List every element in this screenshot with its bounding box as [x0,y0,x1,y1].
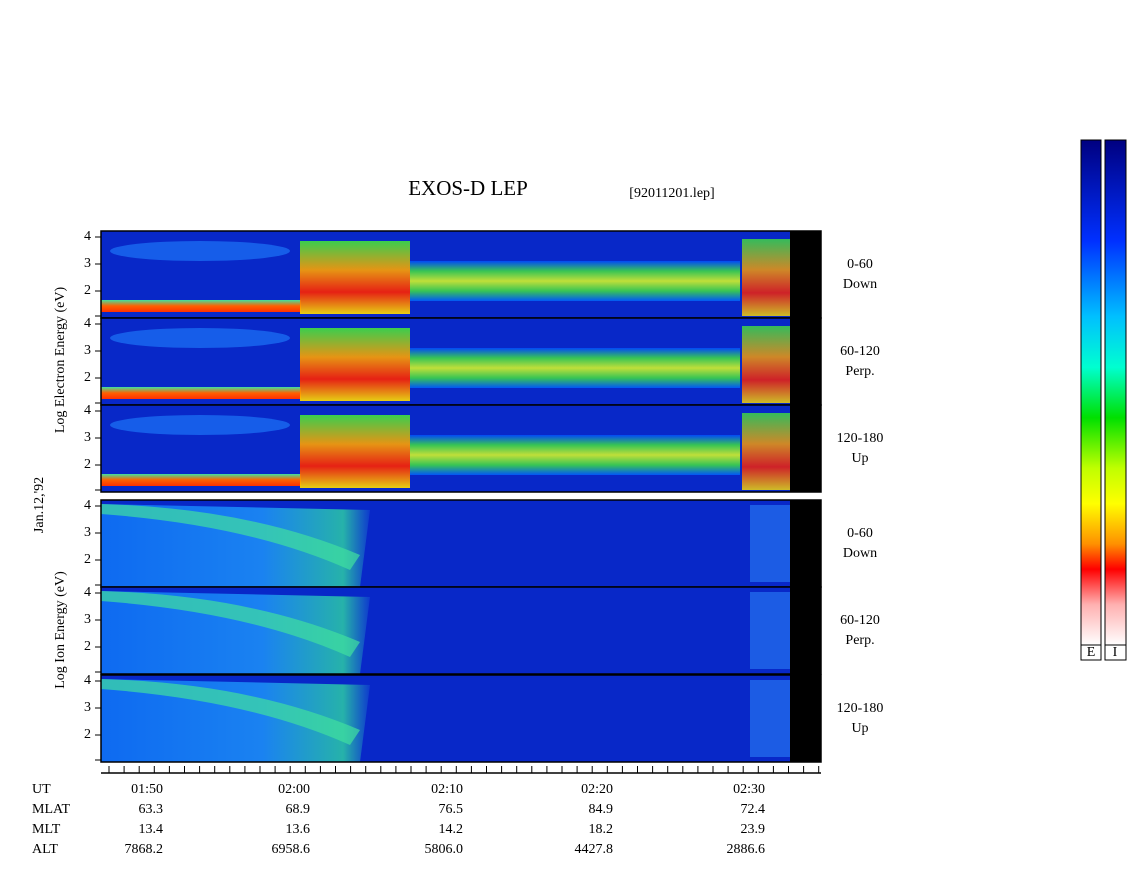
colorbar-label-box [1080,644,1102,661]
colorbar-label: E [1087,645,1096,660]
y-tick-label: 3 [84,343,91,358]
row-value: 02:10 [431,782,463,797]
row-value: 76.5 [439,802,464,817]
y-tick-label: 4 [84,316,91,331]
y-tick-label: 2 [84,457,91,472]
row-value: 02:30 [733,782,765,797]
row-label: MLT [32,822,61,837]
spectrogram-band [742,326,790,403]
y-tick-label: 3 [84,256,91,271]
direction-label: Down [843,277,877,292]
pitch-label: 0-60 [847,257,873,272]
spectrogram-band [101,679,360,745]
spectrogram-band [410,261,740,301]
data-gap [790,231,821,318]
row-value: 7868.2 [125,842,164,857]
y-tick-label: 2 [84,639,91,654]
pitch-label: 60-120 [840,344,880,359]
y-tick-label: 3 [84,700,91,715]
title: EXOS-D LEP [408,176,528,200]
pitch-label: 120-180 [837,431,884,446]
spectrogram-band [750,680,790,757]
colorbar-e [1080,139,1102,646]
direction-label: Perp. [845,633,874,648]
colorbar-label-box [1104,644,1127,661]
spectrogram-band [410,348,740,388]
spectrogram-band [750,505,790,582]
row-value: 13.4 [139,822,164,837]
row-value: 68.9 [286,802,311,817]
y-tick-label: 3 [84,525,91,540]
panel-frame [100,586,822,675]
y-tick-label: 2 [84,370,91,385]
data-gap [790,675,821,762]
panel-frame [100,674,822,763]
row-value: 6958.6 [272,842,311,857]
pitch-label: 60-120 [840,613,880,628]
colorbar-i [1104,139,1127,646]
y-tick-label: 2 [84,552,91,567]
spectrogram-band [101,591,360,657]
spectrogram-band [110,328,290,348]
data-gap [790,405,821,492]
y-tick-label: 2 [84,727,91,742]
spectrogram-band [101,504,360,570]
row-value: 01:50 [131,782,163,797]
row-value: 4427.8 [575,842,614,857]
y-tick-label: 4 [84,403,91,418]
row-value: 84.9 [589,802,614,817]
direction-label: Up [851,451,868,466]
file-name: [92011201.lep] [629,186,714,201]
colorbar-label: I [1113,645,1118,660]
spectrogram-band [101,591,370,674]
y-tick-label: 4 [84,498,91,513]
spectrogram-band [101,387,301,399]
electron-axis-label: Log Electron Energy (eV) [53,287,68,434]
y-tick-label: 4 [84,673,91,688]
direction-label: Down [843,546,877,561]
direction-label: Up [851,721,868,736]
row-value: 02:00 [278,782,310,797]
spectrogram-band [110,415,290,435]
data-gap [790,318,821,405]
y-tick-label: 4 [84,229,91,244]
spectrogram-band [742,239,790,316]
panel-frame [100,404,822,493]
row-value: 18.2 [589,822,614,837]
spectrogram-band [750,592,790,669]
y-tick-label: 4 [84,585,91,600]
pitch-label: 0-60 [847,526,873,541]
data-gap [790,500,821,587]
row-value: 72.4 [741,802,766,817]
spectrogram-band [300,328,410,401]
spectrogram-band [300,241,410,314]
spectrogram-band [101,300,301,312]
date: Jan.12,'92 [32,477,47,533]
row-value: 5806.0 [425,842,464,857]
data-gap [790,587,821,674]
y-tick-label: 3 [84,430,91,445]
row-label: ALT [32,842,58,857]
spectrogram-band [300,415,410,488]
row-value: 02:20 [581,782,613,797]
y-tick-label: 2 [84,283,91,298]
row-label: MLAT [32,802,71,817]
y-tick-label: 3 [84,612,91,627]
row-value: 2886.6 [727,842,766,857]
row-value: 23.9 [741,822,766,837]
ion-axis-label: Log Ion Energy (eV) [53,571,68,689]
spectrogram-band [101,504,370,587]
spectrogram-band [101,679,370,762]
row-value: 13.6 [286,822,311,837]
spectrogram-band [110,241,290,261]
row-value: 63.3 [139,802,164,817]
spectrogram-band [742,413,790,490]
pitch-label: 120-180 [837,701,884,716]
row-value: 14.2 [439,822,464,837]
spectrogram-band [101,474,301,486]
direction-label: Perp. [845,364,874,379]
spectrogram-band [410,435,740,475]
row-label: UT [32,782,51,797]
